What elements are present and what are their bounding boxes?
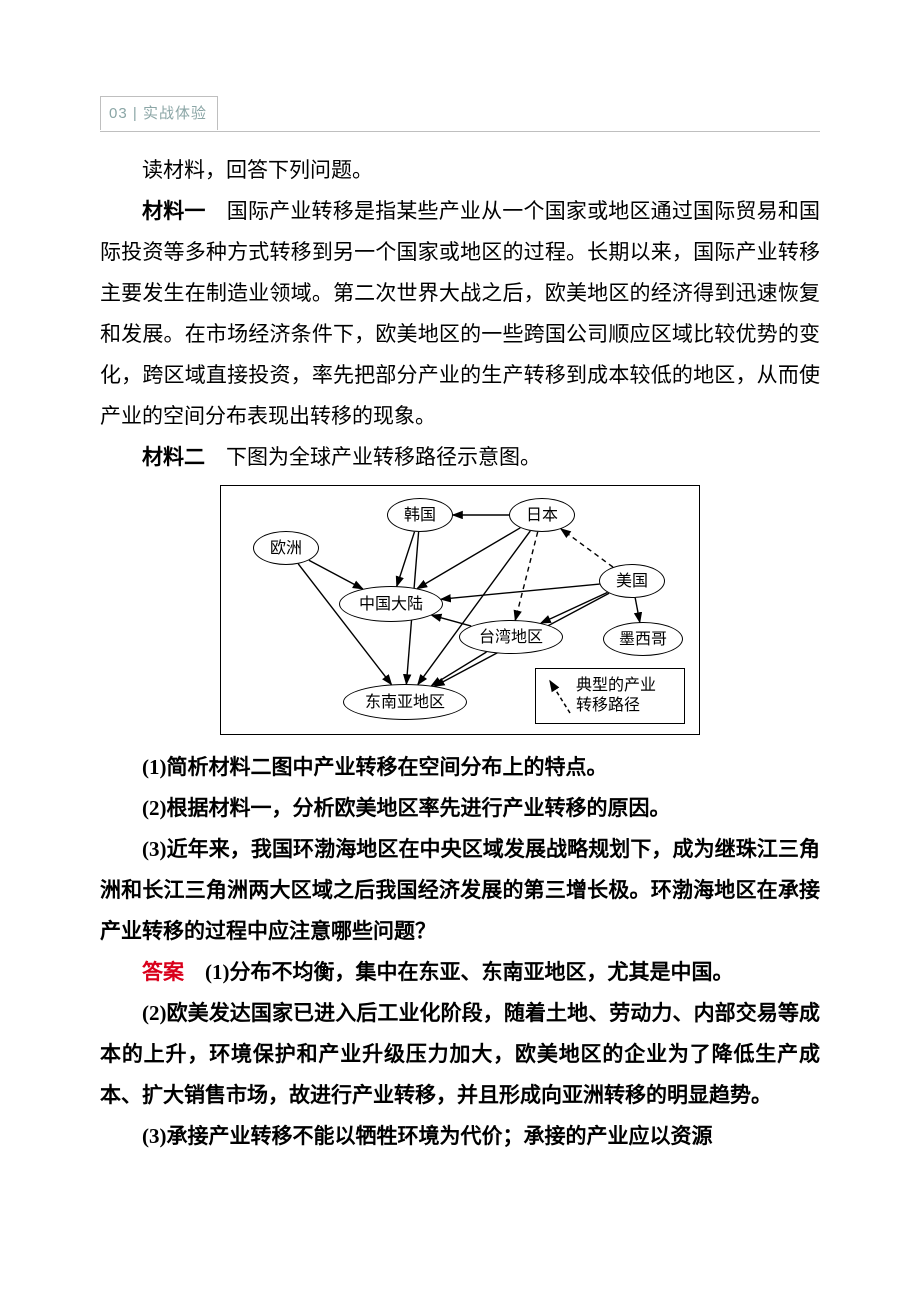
edge-usa-japan — [561, 529, 613, 567]
legend-line2: 转移路径 — [576, 697, 640, 714]
question-2: (2)根据材料一，分析欧美地区率先进行产业转移的原因。 — [100, 788, 820, 829]
section-tag: 03 | 实战体验 — [100, 96, 218, 130]
material-2-label: 材料二 — [142, 445, 205, 469]
answer-3: (3)承接产业转移不能以牺牲环境为代价；承接的产业应以资源 — [100, 1116, 820, 1157]
material-2-text: 下图为全球产业转移路径示意图。 — [205, 445, 541, 469]
section-tag-num: 03 — [109, 105, 128, 122]
edge-usa-china — [441, 585, 599, 600]
answer-1-text: (1)分布不均衡，集中在东亚、东南亚地区，尤其是中国。 — [205, 960, 733, 984]
section-divider: 03 | 实战体验 — [100, 90, 820, 132]
answer-3-text: (3)承接产业转移不能以牺牲环境为代价；承接的产业应以资源 — [142, 1124, 712, 1148]
question-1: (1)简析材料二图中产业转移在空间分布上的特点。 — [100, 747, 820, 788]
edge-europe-china — [309, 561, 363, 590]
section-tag-label: 实战体验 — [143, 105, 207, 122]
edge-japan-taiwan — [515, 532, 537, 620]
legend-line1: 典型的产业 — [576, 677, 656, 694]
question-1-text: (1)简析材料二图中产业转移在空间分布上的特点。 — [142, 755, 608, 779]
diagram-container: 典型的产业 转移路径 欧洲韩国日本中国大陆美国台湾地区墨西哥东南亚地区 — [220, 485, 700, 735]
question-3: (3)近年来，我国环渤海地区在中央区域发展战略规划下，成为继珠江三角洲和长江三角… — [100, 829, 820, 952]
answer-2: (2)欧美发达国家已进入后工业化阶段，随着土地、劳动力、内部交易等成本的上升，环… — [100, 993, 820, 1116]
answer-label: 答案 — [142, 960, 184, 984]
question-2-text: (2)根据材料一，分析欧美地区率先进行产业转移的原因。 — [142, 796, 670, 820]
edge-korea-china — [397, 532, 415, 586]
material-1-label: 材料一 — [142, 199, 206, 223]
edge-taiwan-seasia — [432, 652, 487, 686]
material-1: 材料一 国际产业转移是指某些产业从一个国家或地区通过国际贸易和国际投资等多种方式… — [100, 191, 820, 437]
material-1-text: 国际产业转移是指某些产业从一个国家或地区通过国际贸易和国际投资等多种方式转移到另… — [100, 199, 820, 428]
edge-usa-taiwan — [541, 593, 608, 624]
section-tag-divider: | — [133, 105, 143, 122]
intro-text: 读材料，回答下列问题。 — [100, 150, 820, 191]
edge-usa-mexico — [635, 598, 640, 622]
edge-europe-seasia — [298, 564, 391, 685]
legend-arrow-icon — [542, 673, 576, 719]
diagram-legend: 典型的产业 转移路径 — [535, 668, 685, 724]
transfer-path-diagram: 典型的产业 转移路径 欧洲韩国日本中国大陆美国台湾地区墨西哥东南亚地区 — [220, 485, 700, 735]
legend-text: 典型的产业 转移路径 — [576, 676, 656, 716]
question-3-text: (3)近年来，我国环渤海地区在中央区域发展战略规划下，成为继珠江三角洲和长江三角… — [100, 837, 820, 943]
answer-1: 答案 (1)分布不均衡，集中在东亚、东南亚地区，尤其是中国。 — [100, 952, 820, 993]
answer-2-text: (2)欧美发达国家已进入后工业化阶段，随着土地、劳动力、内部交易等成本的上升，环… — [100, 1001, 820, 1107]
answer-1-gap — [184, 960, 205, 984]
material-2: 材料二 下图为全球产业转移路径示意图。 — [100, 437, 820, 478]
edge-japan-china — [417, 528, 520, 589]
